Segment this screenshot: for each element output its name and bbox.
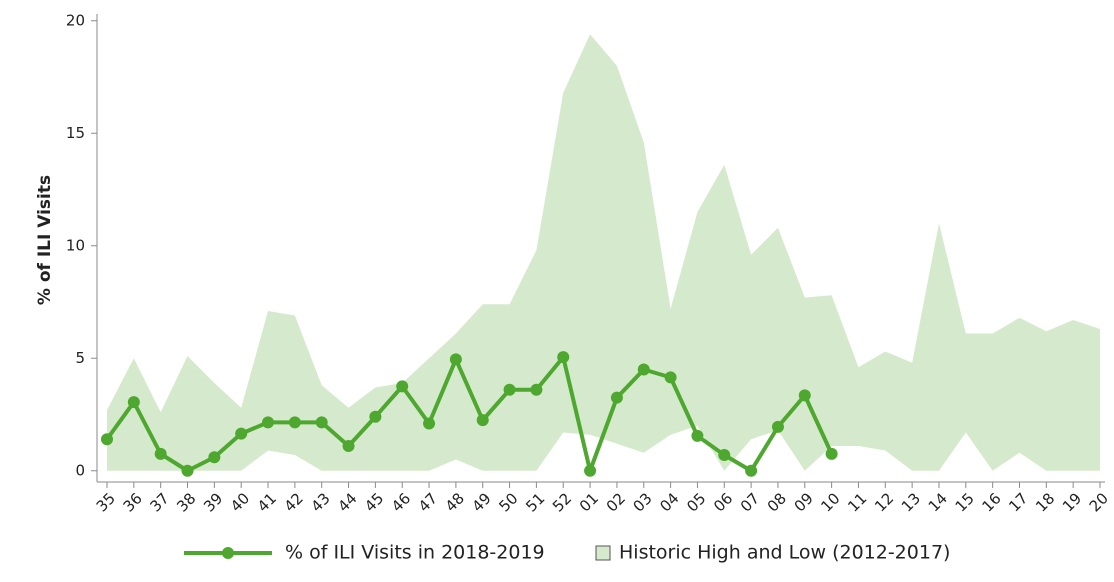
x-tick-label: 06 bbox=[710, 489, 736, 515]
x-tick-label: 07 bbox=[737, 489, 763, 515]
x-tick-label: 08 bbox=[764, 489, 790, 515]
legend-label: Historic High and Low (2012-2017) bbox=[619, 542, 950, 564]
series-marker bbox=[208, 451, 221, 464]
y-tick-label: 0 bbox=[75, 461, 85, 479]
x-tick-label: 05 bbox=[683, 489, 709, 515]
x-tick-label: 52 bbox=[549, 489, 575, 515]
series-marker bbox=[369, 410, 382, 423]
x-tick-label: 43 bbox=[307, 489, 333, 515]
x-tick-label: 09 bbox=[791, 489, 817, 515]
x-tick-label: 42 bbox=[281, 489, 307, 515]
x-tick-label: 01 bbox=[576, 489, 602, 515]
x-tick-label: 12 bbox=[871, 489, 897, 515]
series-marker bbox=[664, 371, 677, 384]
series-marker bbox=[154, 447, 167, 460]
x-tick-label: 38 bbox=[173, 489, 199, 515]
series-marker bbox=[691, 429, 704, 442]
legend-label: % of ILI Visits in 2018-2019 bbox=[285, 542, 545, 564]
x-tick-label: 10 bbox=[817, 489, 843, 515]
series-marker bbox=[825, 447, 838, 460]
legend-marker bbox=[222, 547, 234, 559]
series-line bbox=[105, 355, 834, 473]
x-tick-label: 14 bbox=[925, 489, 951, 515]
series-marker bbox=[745, 464, 758, 477]
series-marker bbox=[449, 353, 462, 366]
series-marker bbox=[396, 380, 409, 393]
x-tick-label: 51 bbox=[522, 489, 548, 515]
series-marker bbox=[530, 383, 543, 396]
x-tick-label: 39 bbox=[200, 489, 226, 515]
x-tick-label: 13 bbox=[898, 489, 924, 515]
series-marker bbox=[181, 464, 194, 477]
x-tick-label: 45 bbox=[361, 489, 387, 515]
series-marker bbox=[610, 391, 623, 404]
x-tick-label: 48 bbox=[442, 489, 468, 515]
y-tick-label: 5 bbox=[75, 349, 85, 367]
x-tick-label: 37 bbox=[146, 489, 172, 515]
y-tick-label: 20 bbox=[66, 11, 85, 29]
x-tick-label: 40 bbox=[227, 489, 253, 515]
series-marker bbox=[315, 416, 328, 429]
series-marker bbox=[798, 389, 811, 402]
series-marker bbox=[503, 383, 516, 396]
series-marker bbox=[718, 449, 731, 461]
historic-band bbox=[107, 34, 1100, 471]
x-tick-label: 50 bbox=[495, 489, 521, 515]
x-tick-label: 47 bbox=[415, 489, 441, 515]
series-marker bbox=[235, 427, 248, 440]
x-tick-label: 17 bbox=[1005, 489, 1031, 515]
x-tick-label: 20 bbox=[1086, 489, 1112, 515]
x-tick-label: 15 bbox=[952, 489, 978, 515]
series-marker bbox=[262, 416, 275, 429]
series-marker bbox=[771, 420, 784, 433]
y-tick-label: 10 bbox=[66, 236, 85, 254]
x-tick-label: 41 bbox=[254, 489, 280, 515]
x-tick-label: 03 bbox=[630, 489, 656, 515]
x-tick-label: 36 bbox=[120, 489, 146, 515]
series-marker bbox=[288, 416, 301, 429]
series-marker bbox=[101, 433, 113, 446]
y-tick-label: 15 bbox=[66, 124, 85, 142]
x-tick-label: 18 bbox=[1032, 489, 1058, 515]
series-marker bbox=[342, 440, 355, 452]
x-tick-label: 35 bbox=[93, 489, 119, 515]
series-marker bbox=[557, 351, 570, 364]
legend-swatch bbox=[595, 545, 611, 561]
x-tick-label: 44 bbox=[334, 489, 360, 515]
y-axis-label: % of ILI Visits bbox=[35, 175, 55, 305]
series-marker bbox=[127, 396, 140, 409]
series-marker bbox=[476, 414, 489, 427]
x-tick-label: 49 bbox=[469, 489, 495, 515]
x-tick-label: 02 bbox=[603, 489, 629, 515]
x-tick-label: 04 bbox=[656, 489, 682, 515]
x-tick-label: 11 bbox=[844, 489, 870, 515]
x-tick-label: 16 bbox=[978, 489, 1004, 515]
series-marker bbox=[423, 417, 436, 430]
series-marker bbox=[637, 363, 650, 376]
x-tick-label: 19 bbox=[1059, 489, 1085, 515]
x-tick-label: 46 bbox=[388, 489, 414, 515]
series-marker bbox=[584, 464, 597, 477]
